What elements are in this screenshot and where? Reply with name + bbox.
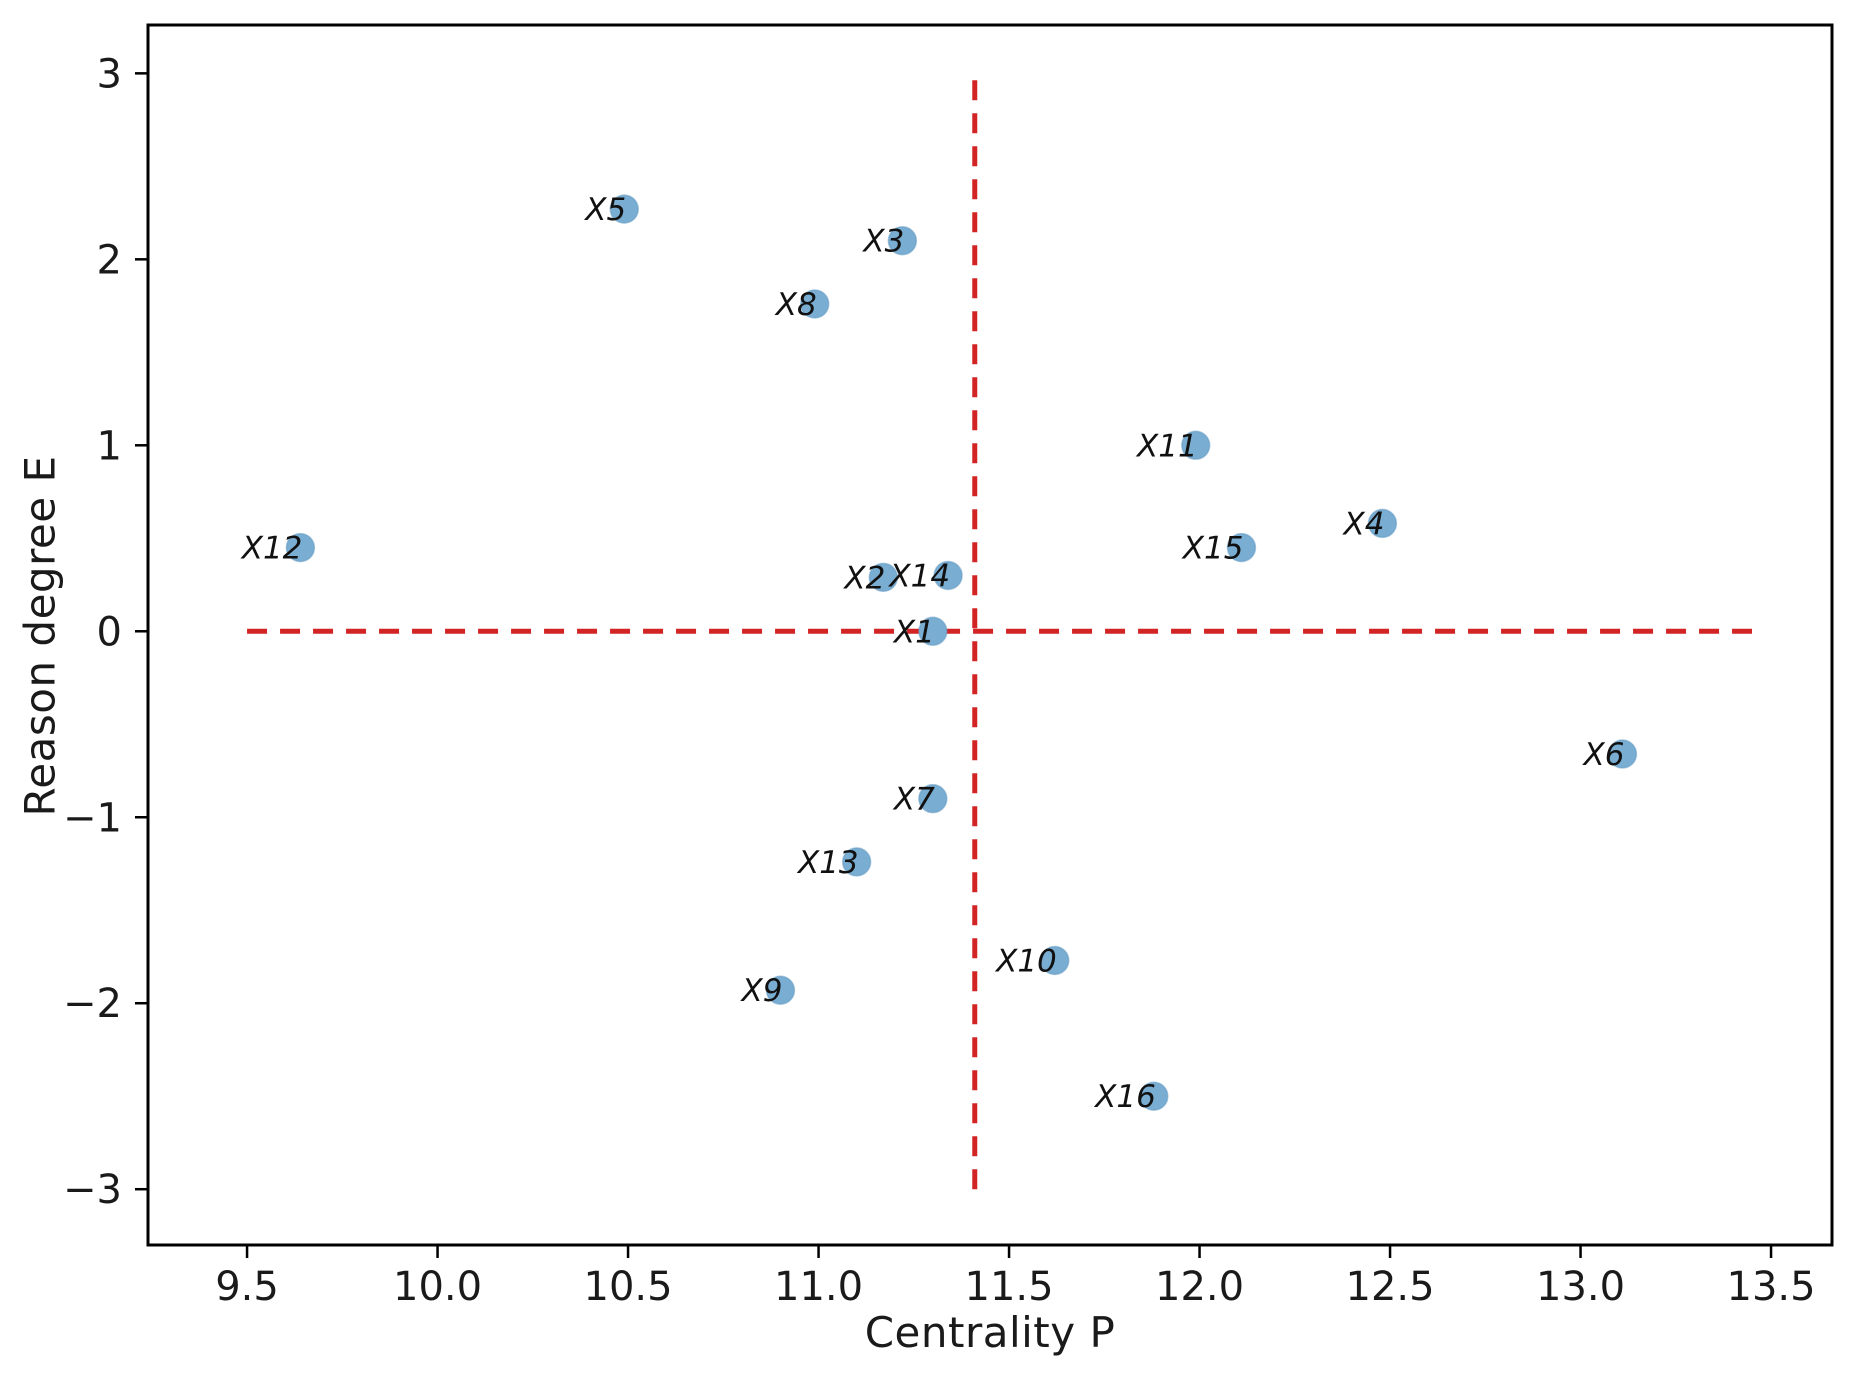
plot-frame (146, 23, 1834, 1247)
point-label-X7: X7 (892, 782, 935, 818)
point-label-X8: X8 (774, 287, 817, 323)
point-label-X14: X14 (887, 558, 950, 594)
point-label-X5: X5 (583, 192, 626, 228)
point-label-X16: X16 (1093, 1079, 1156, 1115)
data-point-X10 (1040, 945, 1070, 976)
data-point-X13 (841, 847, 872, 877)
x-tick-label: 10.0 (393, 1264, 482, 1310)
data-point-X15 (1226, 532, 1257, 563)
x-axis-title: Centrality P (864, 1308, 1116, 1357)
y-tick-label: 0 (97, 609, 122, 655)
point-label-X4: X4 (1341, 506, 1384, 542)
x-tick-label: 13.5 (1727, 1264, 1816, 1310)
data-point-X16 (1139, 1081, 1169, 1111)
point-label-X3: X3 (861, 224, 904, 260)
point-label-X11: X11 (1135, 428, 1198, 464)
data-point-X8 (799, 289, 830, 319)
data-point-X9 (765, 975, 796, 1005)
x-tick-label: 11.5 (965, 1264, 1054, 1310)
data-point-X6 (1607, 739, 1638, 769)
x-tick-label: 13.0 (1536, 1264, 1625, 1310)
y-tick-label: −2 (63, 981, 122, 1027)
data-point-X7 (918, 783, 948, 814)
y-tick-label: −3 (63, 1167, 122, 1213)
data-point-X12 (285, 532, 316, 563)
y-tick-label: 1 (97, 423, 122, 469)
data-point-X1 (918, 616, 948, 647)
y-tick-label: 3 (97, 51, 122, 97)
data-point-X4 (1367, 508, 1398, 539)
point-label-X2: X2 (842, 560, 885, 596)
point-label-X6: X6 (1581, 737, 1624, 773)
x-tick-label: 12.5 (1346, 1264, 1435, 1310)
data-point-X14 (933, 560, 963, 591)
x-tick-label: 10.5 (584, 1264, 673, 1310)
data-point-X5 (609, 194, 639, 224)
x-tick-label: 12.0 (1155, 1264, 1244, 1310)
data-point-X11 (1180, 430, 1211, 461)
y-tick-label: 2 (97, 237, 122, 283)
point-label-X1: X1 (892, 614, 935, 650)
point-label-X15: X15 (1181, 531, 1244, 567)
x-tick-label: 11.0 (774, 1264, 863, 1310)
data-point-X3 (887, 225, 918, 256)
point-label-X12: X12 (240, 531, 303, 567)
data-point-X2 (868, 562, 899, 593)
y-axis-title: Reason degree E (15, 455, 65, 817)
y-tick-label: −1 (63, 795, 122, 841)
point-label-X10: X10 (994, 943, 1057, 979)
x-tick-label: 9.5 (215, 1264, 279, 1310)
point-label-X13: X13 (796, 845, 859, 881)
point-label-X9: X9 (739, 973, 782, 1009)
